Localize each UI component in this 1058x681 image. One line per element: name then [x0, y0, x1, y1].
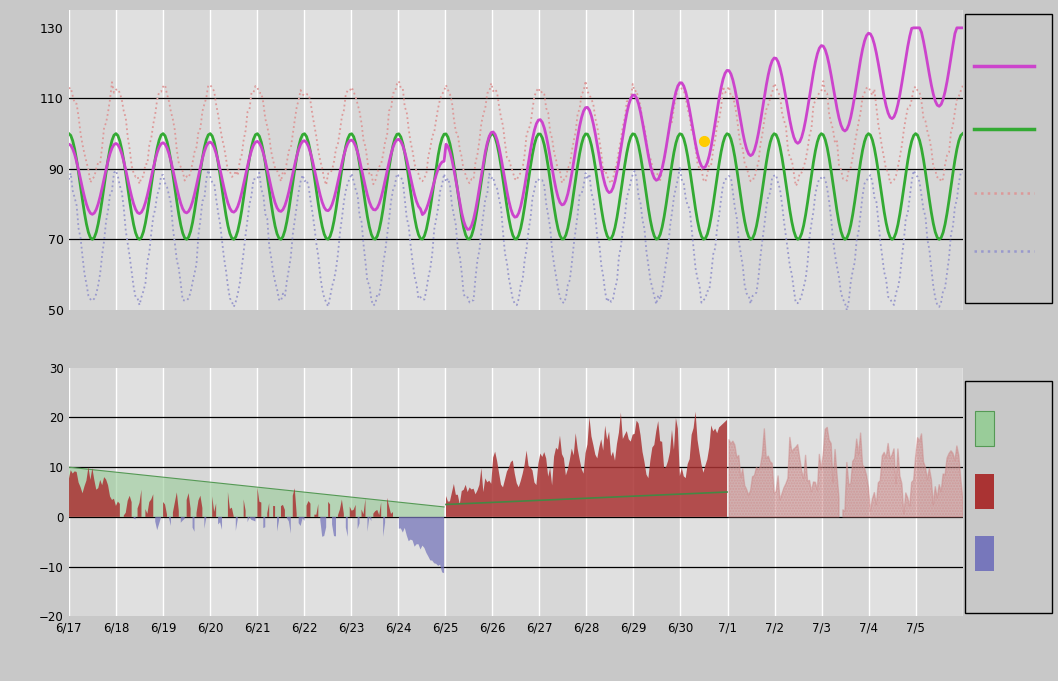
- Bar: [351, 10, 398, 310]
- Bar: [351, 368, 398, 616]
- Bar: [540, 368, 586, 616]
- Bar: [975, 411, 995, 446]
- Bar: [540, 10, 586, 310]
- Bar: [916, 368, 963, 616]
- Bar: [975, 474, 995, 509]
- Bar: [69, 368, 115, 616]
- Bar: [163, 10, 209, 310]
- Bar: [445, 10, 492, 310]
- Bar: [634, 368, 680, 616]
- Bar: [728, 368, 774, 616]
- Bar: [916, 10, 963, 310]
- Bar: [634, 10, 680, 310]
- Bar: [257, 368, 304, 616]
- Bar: [822, 368, 869, 616]
- Bar: [975, 537, 995, 571]
- Bar: [163, 368, 209, 616]
- Bar: [69, 10, 115, 310]
- Bar: [822, 10, 869, 310]
- Bar: [445, 368, 492, 616]
- Bar: [728, 10, 774, 310]
- Bar: [257, 10, 304, 310]
